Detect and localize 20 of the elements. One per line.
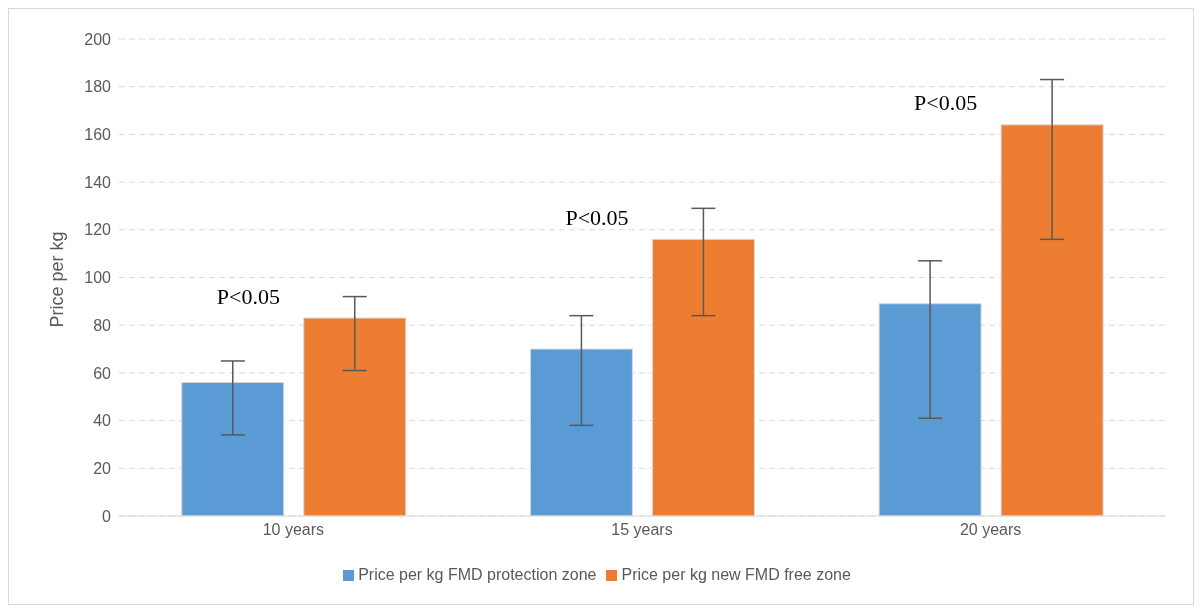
y-tick-label: 180: [84, 78, 112, 96]
y-tick-label: 80: [93, 316, 112, 334]
y-tick-label: 140: [84, 173, 112, 191]
y-tick-label: 0: [102, 507, 112, 525]
legend-label: Price per kg new FMD free zone: [621, 566, 851, 583]
y-tick-label: 120: [84, 221, 112, 239]
y-axis-title: Price per kg: [47, 231, 68, 328]
y-tick-label: 40: [93, 412, 112, 430]
x-tick-label: 20 years: [959, 521, 1022, 539]
y-tick-label: 20: [93, 459, 112, 477]
y-tick-label: 100: [84, 269, 112, 287]
annotation: P<0.05: [914, 90, 978, 116]
annotation: P<0.05: [565, 204, 629, 230]
annotation: P<0.05: [216, 283, 280, 309]
x-tick-label: 10 years: [262, 521, 325, 539]
y-tick-label: 60: [93, 364, 112, 382]
y-tick-label: 200: [84, 30, 112, 48]
legend-label: Price per kg FMD protection zone: [358, 566, 597, 583]
x-tick-label: 15 years: [611, 521, 673, 539]
y-tick-label: 160: [84, 126, 112, 144]
